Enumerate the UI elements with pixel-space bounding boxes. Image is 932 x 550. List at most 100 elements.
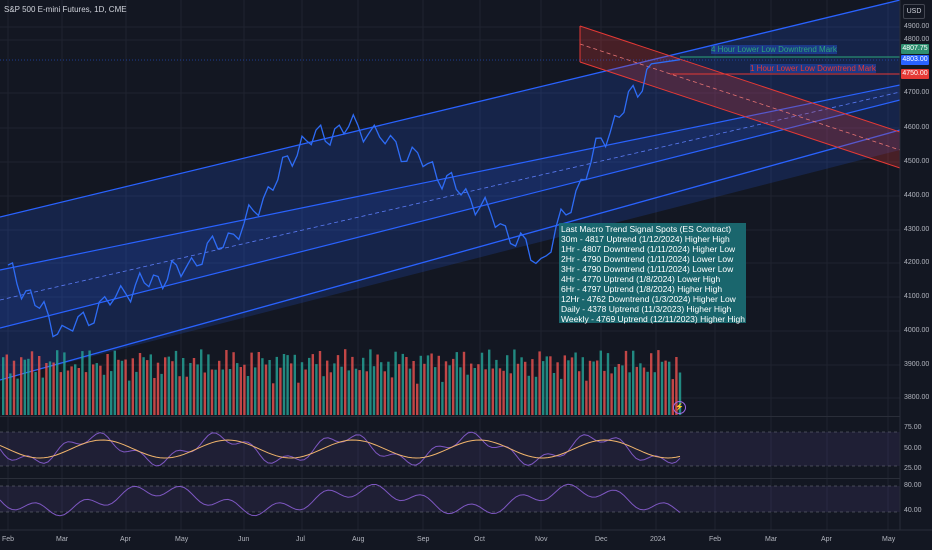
volume-bar: [362, 357, 365, 415]
volume-bar: [315, 364, 318, 415]
volume-bar: [138, 353, 142, 415]
volume-bar: [192, 358, 196, 415]
volume-bar: [12, 360, 16, 415]
volume-bar: [642, 367, 646, 415]
volume-bar: [30, 351, 34, 415]
volume-bar: [146, 360, 149, 415]
volume-bar: [657, 350, 660, 415]
volume-bar: [668, 361, 671, 415]
legend-title: Last Macro Trend Signal Spots (ES Contra…: [561, 224, 732, 234]
volume-bar: [646, 371, 649, 415]
volume-bar: [16, 378, 19, 415]
volume-bar: [59, 372, 62, 415]
volume-bar: [491, 368, 494, 415]
volume-bar: [678, 372, 682, 415]
osc1-axis-tick: 25.00: [904, 465, 922, 472]
volume-bar: [459, 367, 462, 415]
volume-bar: [639, 363, 642, 415]
time-axis-tick: Jun: [238, 536, 250, 543]
volume-bar: [599, 350, 602, 415]
oscillator-1-band: [0, 432, 900, 466]
volume-bar: [365, 371, 368, 415]
price-axis-tick: 4400.00: [904, 192, 930, 199]
volume-bar: [131, 358, 134, 415]
volume-bar: [304, 369, 307, 415]
volume-bar: [300, 362, 304, 415]
volume-bar: [174, 350, 178, 415]
volume-bar: [92, 364, 95, 415]
volume-bar: [297, 382, 300, 415]
currency-button[interactable]: USD: [903, 4, 925, 19]
price-axis-tick: 4100.00: [904, 293, 930, 300]
volume-bar: [178, 376, 181, 415]
volume-bar: [77, 368, 80, 415]
volume-bar: [664, 360, 667, 415]
volume-bar: [628, 372, 631, 415]
oscillator-2-band: [0, 486, 900, 512]
volume-bar: [506, 355, 509, 415]
legend-line: 4Hr - 4770 Uptrend (1/8/2024) Lower High: [561, 274, 721, 284]
volume-bar: [545, 356, 548, 415]
volume-bar: [236, 363, 239, 415]
volume-bar: [74, 364, 77, 415]
price-axis-tick: 4500.00: [904, 158, 930, 165]
price-axis-tick: 4800.00: [904, 36, 930, 43]
volume-bar: [585, 380, 588, 415]
price-axis-tick: 4700.00: [904, 89, 930, 96]
volume-bar: [34, 371, 37, 415]
volume-bar: [369, 349, 372, 415]
volume-bar: [509, 373, 512, 415]
volume-bar: [513, 349, 516, 415]
volume-bar: [99, 365, 102, 415]
volume-bar: [185, 376, 188, 415]
red-channel-upper: [579, 25, 901, 133]
volume-bar: [596, 360, 599, 415]
volume-bar: [426, 355, 430, 415]
time-axis-tick: Feb: [709, 536, 722, 543]
volume-bar: [257, 352, 260, 415]
volume-bar: [207, 354, 210, 415]
symbol-title: S&P 500 E-mini Futures, 1D, CME: [4, 5, 127, 14]
red-channel-lower: [579, 61, 901, 169]
time-axis-tick: Sep: [417, 536, 430, 543]
volume-bar: [171, 361, 174, 415]
time-axis-tick: Feb: [2, 536, 15, 543]
volume-bar: [441, 381, 444, 415]
volume-bar: [405, 357, 408, 415]
volume-bar: [466, 374, 469, 415]
time-axis-tick: Mar: [765, 536, 778, 543]
volume-bar: [470, 363, 473, 415]
volume-bar: [293, 354, 296, 415]
volume-bar: [160, 373, 163, 415]
volume-bar: [52, 362, 55, 415]
volume-bar: [351, 356, 354, 415]
volume-bar: [189, 363, 192, 415]
volume-bar: [542, 361, 545, 415]
volume-bar: [333, 363, 336, 415]
volume-bar: [660, 361, 664, 415]
time-axis-tick: Oct: [474, 536, 485, 543]
volume-bar: [20, 357, 23, 415]
legend-line: 2Hr - 4790 Downtrend (1/11/2024) Lower L…: [561, 254, 734, 264]
volume-bar: [610, 373, 613, 415]
volume-bar: [524, 361, 527, 415]
volume-bar: [444, 361, 448, 415]
price-axis-tick: 4300.00: [904, 226, 930, 233]
volume-bar: [225, 350, 228, 415]
volume-bar: [376, 354, 379, 415]
volume-bar: [617, 364, 620, 415]
volume-bar: [124, 359, 127, 415]
volume-bar: [570, 357, 574, 415]
volume-bar: [63, 352, 66, 415]
legend-box: [559, 223, 746, 323]
volume-bar: [203, 372, 206, 415]
volume-bar: [5, 354, 8, 415]
replay-icon[interactable]: ⚡: [673, 401, 686, 414]
volume-bar: [318, 351, 322, 415]
volume-bar: [563, 355, 566, 415]
volume-bar: [70, 366, 73, 415]
price-tag-current: 4803.00: [901, 55, 929, 65]
volume-bar: [102, 374, 106, 415]
volume-bar: [113, 350, 116, 415]
